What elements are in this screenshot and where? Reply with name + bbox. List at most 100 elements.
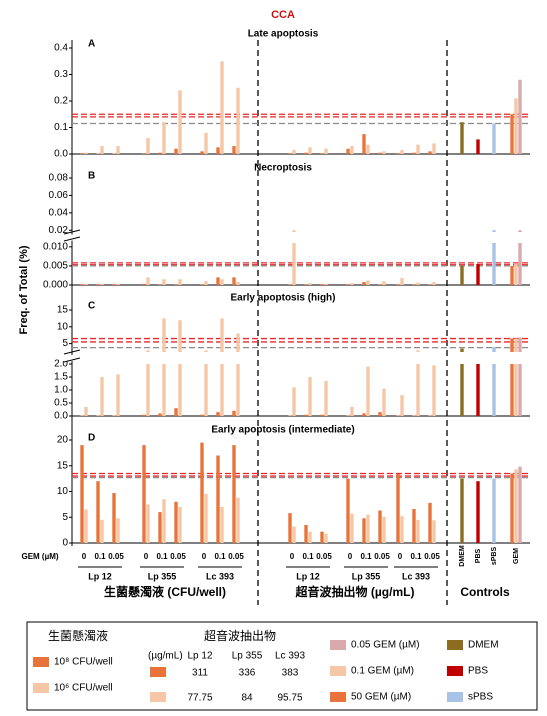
- bar: [492, 478, 496, 543]
- bar: [412, 415, 416, 416]
- bar: [116, 146, 120, 154]
- section-label: 生菌懸濁液 (CFU/well): [104, 584, 226, 599]
- section-label: Controls: [460, 585, 510, 599]
- x-tick-label: 0: [398, 552, 403, 561]
- bar: [158, 413, 162, 416]
- bar: [382, 151, 386, 154]
- axis-break-mark: [63, 349, 81, 363]
- bar: [146, 350, 150, 416]
- bar: [492, 230, 496, 285]
- bar: [460, 478, 464, 543]
- y-tick-label: 2.0: [54, 359, 68, 370]
- x-tick-label: 0.05: [374, 552, 390, 561]
- bar: [200, 284, 204, 285]
- y-tick-label: 0.000: [43, 280, 68, 291]
- bar: [432, 520, 436, 543]
- x-tick-label: 0.1: [302, 552, 314, 561]
- bar: [232, 445, 236, 543]
- bar: [216, 455, 220, 543]
- bar: [346, 478, 350, 543]
- legend-column: Lp 355: [232, 651, 263, 662]
- bar: [476, 139, 480, 154]
- y-tick-label: 0.005: [43, 261, 68, 272]
- bar: [510, 338, 514, 416]
- bar: [320, 284, 324, 285]
- bar: [396, 153, 400, 154]
- bar: [220, 318, 224, 416]
- legend-swatch: [33, 657, 49, 667]
- bar: [96, 153, 100, 154]
- group-label: Lp 355: [352, 571, 381, 581]
- y-tick-label: 0: [62, 538, 68, 549]
- bar: [112, 284, 116, 285]
- bar: [366, 366, 370, 416]
- bar: [236, 281, 240, 285]
- bar: [378, 510, 382, 543]
- bar: [460, 265, 464, 285]
- bar: [100, 146, 104, 154]
- bar: [200, 414, 204, 416]
- bar: [96, 284, 100, 285]
- bar: [308, 283, 312, 285]
- panel-letter: C: [88, 301, 95, 312]
- bar: [308, 147, 312, 154]
- bar: [304, 284, 308, 285]
- bar: [116, 283, 120, 285]
- bar: [432, 365, 436, 416]
- bar: [362, 281, 366, 285]
- bar: [428, 284, 432, 285]
- legend-swatch: [330, 666, 346, 676]
- bar: [378, 284, 382, 285]
- x-tick-label: 0: [290, 552, 295, 561]
- y-tick-label: 0.010: [43, 241, 68, 252]
- y-tick-label: 5: [62, 512, 68, 523]
- bar: [216, 147, 220, 154]
- legend-label: 50 GEM (µM): [351, 692, 411, 703]
- bar: [178, 320, 182, 416]
- y-tick-label: 10: [57, 486, 69, 497]
- bar: [460, 122, 464, 154]
- x-tick-label: 0.05: [170, 552, 186, 561]
- bar: [366, 144, 370, 154]
- bar: [96, 481, 100, 543]
- bar: [204, 281, 208, 285]
- x-tick-label: 0.1: [410, 552, 422, 561]
- axis-break: [60, 234, 80, 241]
- panel-letter: A: [88, 39, 95, 50]
- bar: [416, 282, 420, 285]
- y-tick-label: 0.02: [49, 225, 69, 236]
- bar: [514, 264, 518, 285]
- legend-swatch: [447, 692, 463, 702]
- bar: [362, 134, 366, 154]
- group-label: Lp 355: [148, 571, 177, 581]
- bar: [288, 153, 292, 154]
- bar: [428, 151, 432, 154]
- bar: [382, 388, 386, 416]
- group-label: Lp 12: [296, 571, 320, 581]
- bar: [366, 280, 370, 285]
- legend-column: Lc 393: [275, 651, 305, 662]
- bar: [308, 377, 312, 416]
- legend-cell: 77.75: [187, 693, 212, 704]
- bar: [324, 380, 328, 416]
- legend-swatch: [150, 667, 166, 677]
- bar: [320, 531, 324, 543]
- bar: [204, 494, 208, 543]
- bar: [304, 524, 308, 543]
- bar: [80, 415, 84, 416]
- bar: [492, 346, 496, 416]
- bar: [518, 230, 522, 285]
- bar: [378, 152, 382, 154]
- group-label: Lc 393: [206, 571, 234, 581]
- bar: [320, 414, 324, 416]
- bar: [288, 284, 292, 285]
- bar: [476, 264, 480, 285]
- y-tick-label: 0.4: [54, 43, 68, 54]
- bar: [146, 504, 150, 543]
- bar: [84, 283, 88, 285]
- bar: [324, 283, 328, 285]
- bar: [396, 284, 400, 285]
- legend-swatch: [150, 692, 166, 702]
- y-tick-label: 0.04: [49, 207, 69, 218]
- bar: [432, 143, 436, 154]
